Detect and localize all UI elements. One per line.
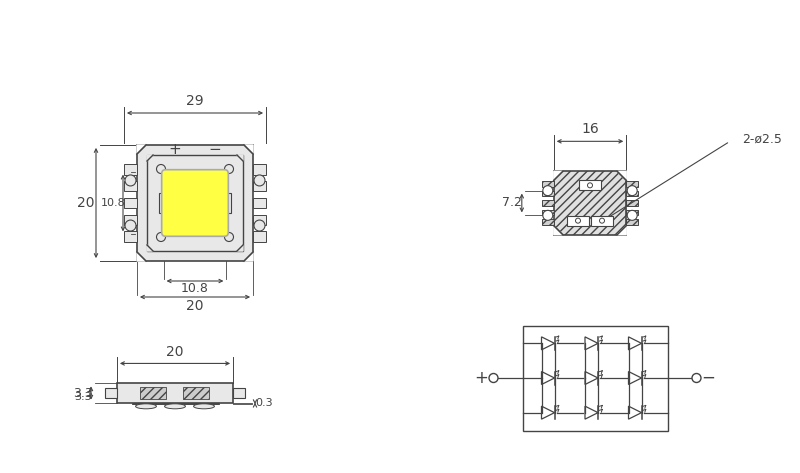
- Bar: [542, 200, 554, 206]
- Circle shape: [254, 220, 265, 231]
- Bar: [626, 210, 638, 215]
- Bar: [253, 231, 266, 242]
- Bar: [626, 219, 638, 225]
- Ellipse shape: [165, 404, 186, 409]
- Polygon shape: [137, 252, 146, 261]
- Bar: [253, 165, 266, 175]
- Circle shape: [587, 183, 593, 188]
- Circle shape: [254, 175, 265, 186]
- Circle shape: [225, 233, 234, 242]
- Polygon shape: [147, 155, 153, 161]
- Bar: [626, 181, 638, 187]
- Text: 10.8: 10.8: [101, 198, 126, 208]
- Bar: [124, 181, 137, 192]
- Polygon shape: [617, 226, 626, 235]
- Bar: [542, 219, 554, 225]
- Bar: [124, 165, 137, 175]
- Polygon shape: [554, 226, 563, 235]
- Polygon shape: [137, 145, 146, 154]
- Polygon shape: [237, 245, 243, 251]
- Text: 10.8: 10.8: [181, 282, 209, 296]
- Text: 20: 20: [78, 196, 94, 210]
- Bar: [542, 181, 554, 187]
- Bar: [626, 200, 638, 206]
- Ellipse shape: [194, 404, 214, 409]
- Bar: [124, 231, 137, 242]
- Circle shape: [627, 185, 637, 196]
- Bar: [591, 216, 613, 226]
- Bar: [223, 193, 231, 213]
- Bar: [233, 388, 245, 398]
- Text: 16: 16: [581, 123, 599, 136]
- Bar: [140, 387, 166, 399]
- Circle shape: [225, 165, 234, 174]
- Bar: [542, 191, 554, 196]
- Bar: [183, 387, 209, 399]
- Bar: [554, 171, 626, 235]
- Polygon shape: [554, 171, 563, 180]
- Polygon shape: [147, 245, 153, 251]
- Bar: [253, 181, 266, 192]
- Bar: [124, 198, 137, 208]
- Bar: [253, 215, 266, 225]
- Circle shape: [489, 374, 498, 383]
- FancyBboxPatch shape: [162, 170, 228, 236]
- Bar: [626, 191, 638, 196]
- Circle shape: [575, 218, 581, 223]
- Bar: [137, 145, 253, 261]
- Polygon shape: [244, 252, 253, 261]
- Bar: [253, 198, 266, 208]
- Text: 3.3: 3.3: [73, 386, 93, 400]
- Circle shape: [543, 185, 553, 196]
- Text: +: +: [474, 369, 489, 387]
- Circle shape: [157, 233, 166, 242]
- Bar: [522, 325, 667, 430]
- Polygon shape: [617, 171, 626, 180]
- Bar: [567, 216, 589, 226]
- Text: 7.2: 7.2: [502, 196, 522, 210]
- Circle shape: [177, 175, 185, 183]
- Circle shape: [543, 210, 553, 220]
- Bar: [147, 155, 243, 251]
- Text: −: −: [702, 369, 715, 387]
- Text: 2-ø2.5: 2-ø2.5: [742, 133, 782, 146]
- Polygon shape: [244, 145, 253, 154]
- Bar: [579, 180, 601, 190]
- Text: 3.3: 3.3: [74, 392, 92, 402]
- Text: 20: 20: [166, 345, 184, 359]
- Circle shape: [206, 175, 214, 183]
- Bar: [131, 403, 218, 404]
- Circle shape: [627, 210, 637, 220]
- Text: 29: 29: [186, 94, 204, 108]
- Bar: [159, 193, 167, 213]
- Text: −: −: [209, 141, 222, 157]
- Bar: [117, 384, 233, 403]
- Circle shape: [599, 218, 605, 223]
- Text: +: +: [169, 141, 182, 157]
- Circle shape: [157, 165, 166, 174]
- Circle shape: [692, 374, 701, 383]
- Polygon shape: [237, 155, 243, 161]
- Text: 0.3: 0.3: [255, 398, 273, 409]
- Bar: [124, 215, 137, 225]
- Circle shape: [125, 220, 136, 231]
- Ellipse shape: [135, 404, 157, 409]
- Bar: [105, 388, 117, 398]
- Bar: [542, 210, 554, 215]
- Text: 20: 20: [186, 299, 204, 313]
- Circle shape: [125, 175, 136, 186]
